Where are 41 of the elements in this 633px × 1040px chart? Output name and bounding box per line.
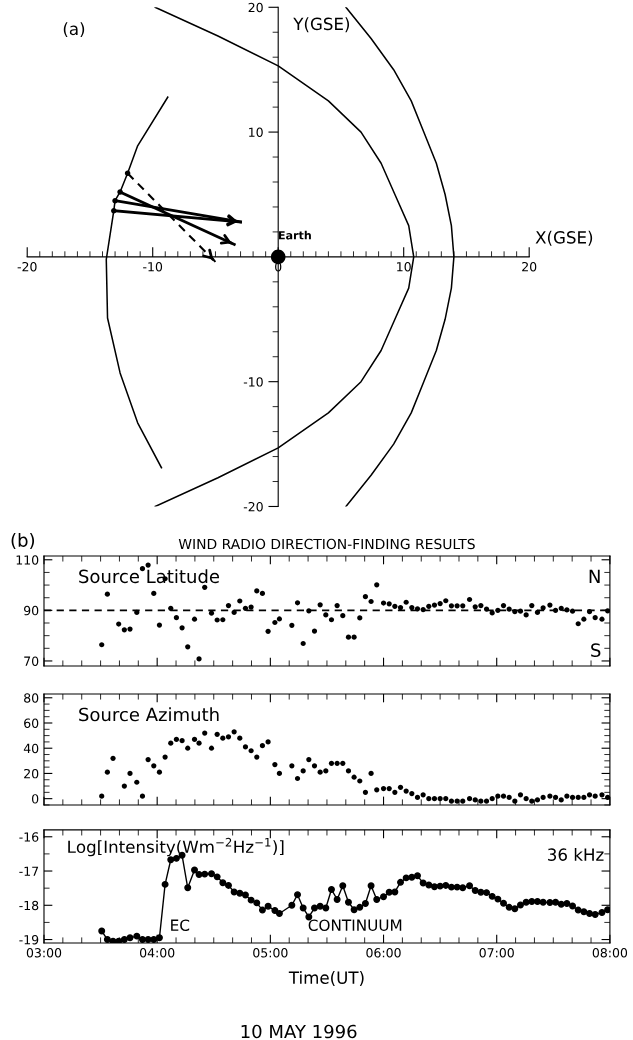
x-tick-label: 07:00 bbox=[479, 948, 514, 958]
y-tick-label: 20 bbox=[24, 768, 39, 779]
chart-title: WIND RADIO DIRECTION-FINDING RESULTS bbox=[178, 538, 475, 550]
series-label: Earth bbox=[279, 230, 311, 240]
annotation: Source Latitude bbox=[79, 569, 220, 584]
annotation: Log[Intensity(Wm$^{−2}$Hz$^{−1}$)] bbox=[68, 837, 284, 857]
y-tick-label: 20 bbox=[248, 2, 263, 13]
y-tick-label: 40 bbox=[23, 743, 39, 754]
y-tick-label: -17 bbox=[19, 866, 39, 876]
text: (b) bbox=[11, 533, 35, 550]
y-tick-label: 110 bbox=[16, 555, 39, 565]
y-tick-label: -19 bbox=[19, 935, 39, 945]
x-tick-label: -10 bbox=[143, 261, 163, 272]
annotation: N bbox=[589, 569, 600, 583]
y-tick-label: -20 bbox=[243, 501, 263, 512]
x-axis-title: X(GSE) bbox=[535, 230, 593, 246]
x-tick-label: 06:00 bbox=[366, 948, 401, 958]
y-tick-label: 10 bbox=[249, 127, 263, 138]
x-tick-label: 08:00 bbox=[592, 948, 628, 958]
annotation: S bbox=[591, 643, 601, 658]
y-axis-title: Y(GSE) bbox=[293, 17, 350, 33]
x-tick-label: 04:00 bbox=[139, 948, 175, 958]
x-tick-label: 05:00 bbox=[253, 948, 288, 958]
y-tick-label: 70 bbox=[24, 656, 39, 666]
annotation: 36 kHz bbox=[548, 848, 604, 861]
y-tick-label: -16 bbox=[19, 832, 39, 842]
y-tick-label: 80 bbox=[24, 693, 39, 703]
x-axis-title: Time(UT) bbox=[288, 971, 364, 986]
annotation: EC bbox=[171, 919, 190, 931]
text: 10 MAY 1996 bbox=[241, 1024, 357, 1039]
y-tick-label: -18 bbox=[19, 900, 39, 911]
y-tick-label: 0 bbox=[32, 794, 39, 804]
y-tick-label: 90 bbox=[24, 605, 39, 616]
x-tick-label: 10 bbox=[397, 261, 411, 272]
x-tick-label: 03:00 bbox=[26, 948, 62, 958]
y-tick-label: 60 bbox=[24, 718, 39, 728]
annotation: Source Azimuth bbox=[79, 707, 219, 722]
annotation: (a) bbox=[63, 22, 85, 38]
y-tick-label: -10 bbox=[243, 377, 263, 387]
annotation: CONTINUUM bbox=[308, 919, 402, 931]
x-tick-label: 20 bbox=[522, 261, 537, 272]
